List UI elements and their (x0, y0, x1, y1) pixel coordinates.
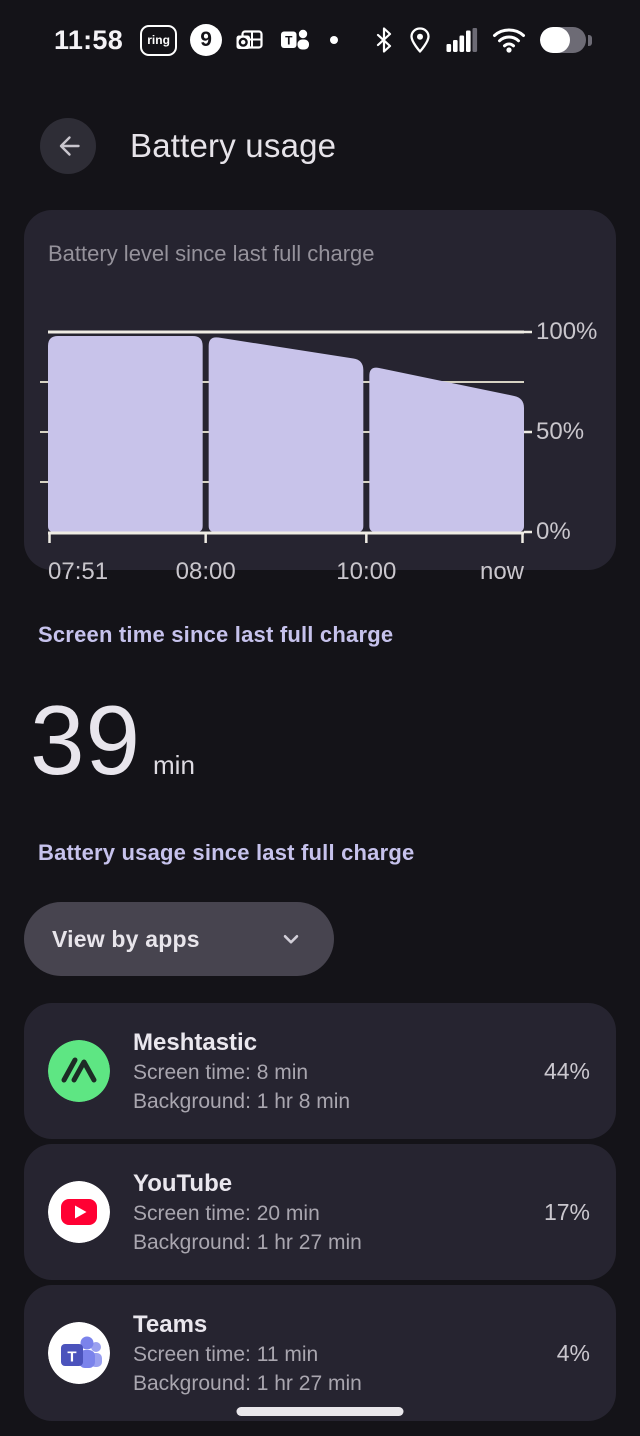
app-header: Battery usage (0, 118, 640, 174)
app-background-time: Background: 1 hr 27 min (133, 1230, 362, 1254)
x-tick-label: 07:51 (48, 558, 109, 585)
battery-level-segment (48, 336, 203, 532)
teams-icon: T (48, 1322, 110, 1384)
app-row-meshtastic[interactable]: Meshtastic Screen time: 8 min Background… (24, 1003, 616, 1139)
app-percent: 44% (543, 1057, 590, 1084)
battery-level-segment (208, 337, 364, 532)
app-percent: 4% (556, 1339, 590, 1366)
back-button[interactable] (40, 118, 96, 174)
status-bar: 11:58 ring 9 T (0, 0, 640, 76)
view-by-dropdown[interactable]: View by apps (24, 902, 334, 976)
screen-time-heading: Screen time since last full charge (38, 622, 394, 647)
meshtastic-icon (48, 1040, 110, 1102)
y-tick-label: 0% (536, 518, 571, 545)
back-arrow-icon (59, 136, 80, 156)
app-name: Teams (133, 1310, 208, 1338)
status-time: 11:58 (54, 24, 124, 55)
app-background-time: Background: 1 hr 8 min (133, 1089, 351, 1113)
wifi-icon (492, 27, 526, 53)
y-tick-label: 50% (536, 418, 585, 445)
view-by-dropdown-label: View by apps (52, 925, 200, 952)
signal-icon (446, 26, 478, 54)
app-screen-time: Screen time: 20 min (133, 1201, 320, 1225)
svg-text:T: T (285, 34, 293, 48)
page-title: Battery usage (130, 127, 337, 164)
svg-text:T: T (67, 1349, 76, 1366)
x-tick-label: now (479, 558, 524, 585)
x-tick-label: 08:00 (175, 558, 236, 585)
status-bar-left: 11:58 ring 9 T (54, 24, 339, 56)
youtube-icon (48, 1181, 110, 1243)
app-usage-list: Meshtastic Screen time: 8 min Background… (24, 1003, 616, 1421)
screen-time-value: 39 (30, 685, 142, 795)
nine-app-icon: 9 (190, 24, 223, 56)
battery-icon (540, 27, 592, 53)
screen-time-unit: min (153, 750, 195, 780)
battery-level-chart[interactable]: 100% 50% 0% 07:51 08:00 10:00 now (40, 319, 597, 585)
teams-status-icon: T (278, 25, 311, 55)
chevron-down-icon (222, 926, 304, 952)
status-bar-right (374, 26, 592, 54)
ring-app-icon-label: ring (147, 33, 170, 47)
home-indicator[interactable] (236, 1407, 404, 1416)
notification-dot (330, 36, 339, 44)
outlook-icon (235, 25, 265, 55)
y-tick-label: 100% (536, 318, 598, 345)
location-icon (408, 26, 432, 54)
app-row-teams[interactable]: T Teams Screen time: 11 min Background: … (24, 1285, 616, 1421)
app-row-youtube[interactable]: YouTube Screen time: 20 min Background: … (24, 1144, 616, 1280)
app-background-time: Background: 1 hr 27 min (133, 1371, 362, 1395)
app-percent: 17% (543, 1198, 590, 1225)
app-screen-time: Screen time: 11 min (133, 1342, 319, 1366)
battery-chart-card: Battery level since last full charge 100… (24, 210, 616, 585)
battery-level-segment (369, 367, 524, 532)
app-screen-time: Screen time: 8 min (133, 1060, 309, 1084)
bluetooth-icon (374, 26, 394, 54)
app-name: YouTube (133, 1169, 233, 1197)
battery-usage-heading: Battery usage since last full charge (38, 840, 415, 865)
app-name: Meshtastic (133, 1028, 258, 1056)
chart-title: Battery level since last full charge (48, 241, 375, 266)
ring-app-icon: ring (140, 24, 178, 56)
screen-time-stat: 39 min (30, 690, 640, 790)
nine-app-icon-label: 9 (200, 28, 212, 51)
x-tick-label: 10:00 (336, 558, 397, 585)
